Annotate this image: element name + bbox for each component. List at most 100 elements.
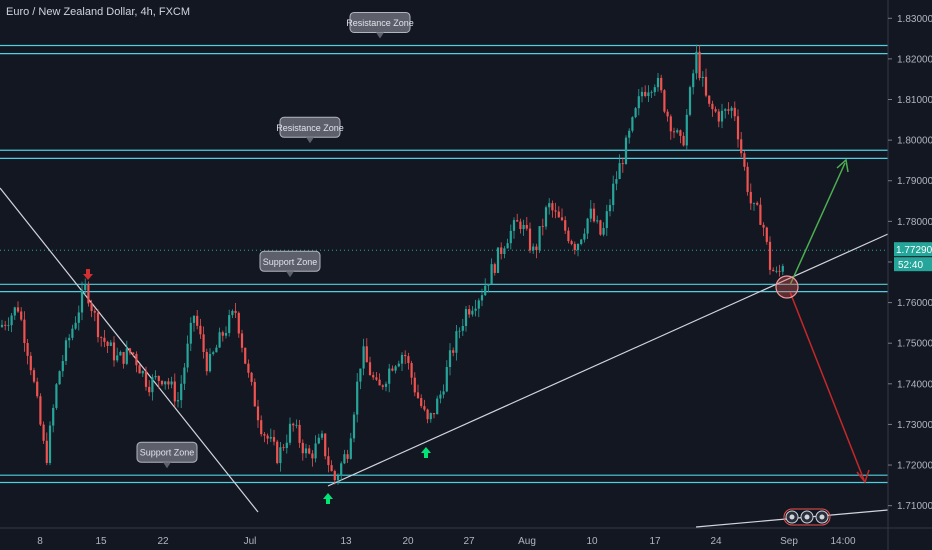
candle-body	[410, 363, 413, 378]
candle	[221, 330, 224, 342]
intersection-circle-marker[interactable]	[775, 275, 799, 299]
candle	[295, 419, 298, 429]
candle-body	[324, 433, 327, 457]
event-badge-icon[interactable]	[785, 510, 799, 524]
candle	[45, 432, 48, 466]
candle	[4, 320, 7, 331]
candle-body	[48, 425, 52, 463]
candle	[778, 264, 781, 277]
candle	[160, 380, 164, 386]
candle	[39, 393, 42, 426]
candle-body	[336, 475, 340, 481]
candle	[397, 360, 400, 368]
candle-body	[391, 368, 394, 371]
candle-body	[420, 398, 423, 407]
candle-body	[250, 372, 253, 382]
candle	[144, 366, 148, 391]
candle-body	[602, 228, 605, 235]
candle	[772, 267, 775, 272]
candle-body	[490, 264, 493, 285]
buy-signal-arrow-icon	[323, 493, 333, 504]
candle-body	[288, 423, 292, 443]
candle	[359, 368, 362, 390]
candle-body	[692, 73, 695, 88]
bearish-projection-arrow[interactable]	[789, 291, 870, 484]
candle	[621, 157, 624, 173]
candle-body	[132, 352, 135, 354]
bullish-projection-arrow[interactable]	[789, 158, 849, 286]
zone-label-callout[interactable]: Support Zone	[259, 250, 321, 278]
candle	[458, 327, 461, 339]
time-tick-label: 17	[649, 536, 661, 547]
candle-body	[733, 107, 736, 117]
candle	[666, 109, 669, 122]
candle-body	[429, 413, 432, 420]
candle-body	[416, 392, 420, 399]
zone-label-pointer	[286, 271, 294, 278]
candle-body	[173, 381, 176, 402]
candle-body	[167, 381, 170, 385]
candle-body	[701, 76, 704, 79]
candle-body	[285, 442, 288, 449]
candle	[288, 417, 292, 446]
buy-signal-arrow-icon-shaft	[326, 499, 330, 504]
candle-body	[119, 352, 122, 356]
zone-label-text: Resistance Zone	[346, 18, 414, 28]
event-badge-dot	[819, 514, 825, 520]
zone-label-callout[interactable]: Resistance Zone	[276, 116, 344, 144]
candle	[212, 350, 215, 356]
candle	[618, 154, 621, 180]
event-badge-icon[interactable]	[800, 510, 814, 524]
candle	[183, 363, 186, 391]
candle	[532, 243, 535, 254]
candle	[32, 367, 36, 384]
candle-body	[647, 92, 650, 96]
candle	[343, 449, 346, 465]
candle	[317, 433, 320, 445]
candle-body	[218, 332, 221, 348]
candle-body	[432, 413, 436, 415]
sell-signal-arrow-icon-shaft	[86, 269, 90, 274]
candle-body	[135, 353, 138, 366]
candle-body	[151, 377, 154, 393]
candle-body	[311, 453, 314, 459]
candle	[301, 439, 304, 461]
candle-body	[743, 153, 746, 167]
candle	[7, 317, 10, 332]
zone-label-callout[interactable]: Support Zone	[136, 441, 198, 469]
candle	[256, 399, 260, 428]
current-price-tag-box	[894, 242, 932, 257]
candle	[631, 116, 634, 133]
candle-body	[397, 363, 400, 367]
candle	[349, 432, 352, 460]
candle	[362, 338, 365, 376]
candle-body	[55, 384, 58, 408]
candle	[740, 131, 743, 158]
candle-body	[176, 400, 180, 402]
candle-body	[109, 342, 112, 346]
candle-body	[554, 210, 557, 212]
event-badge-icon[interactable]	[815, 510, 829, 524]
candle-body	[599, 220, 602, 235]
candle	[330, 460, 333, 472]
candle-body	[154, 375, 157, 378]
candle-body	[64, 340, 68, 362]
candle	[420, 394, 423, 409]
zone-label-pointer	[376, 32, 384, 39]
event-badge-group-outline	[783, 508, 831, 526]
zone-label-callout[interactable]: Resistance Zone	[346, 11, 414, 39]
candle-body	[244, 347, 247, 364]
candle-body	[666, 111, 669, 117]
candle-body	[445, 367, 448, 392]
candle	[375, 372, 378, 381]
candle	[391, 365, 394, 372]
candle	[592, 202, 596, 223]
candle	[573, 241, 576, 255]
candle-body	[746, 166, 749, 192]
candle	[682, 132, 685, 147]
candle	[711, 100, 714, 117]
candle	[151, 374, 154, 401]
candle-body	[781, 266, 784, 272]
candle	[266, 433, 269, 445]
